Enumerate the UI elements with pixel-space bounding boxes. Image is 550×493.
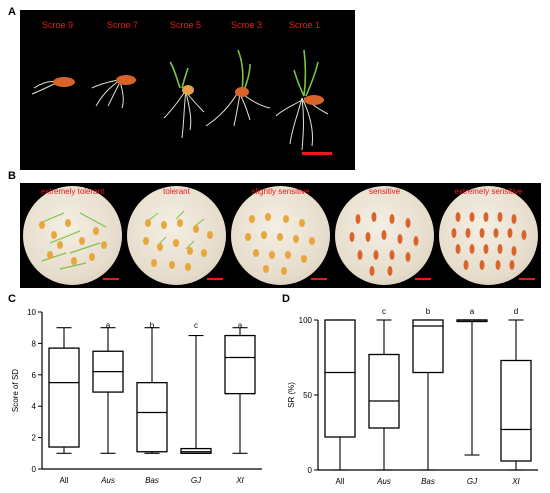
- y-tick-label: 8: [32, 339, 37, 348]
- box-iqr: [48, 347, 80, 448]
- scale-bar: [519, 278, 535, 280]
- scale-bar: [207, 278, 223, 280]
- score-label: Scroe 5: [170, 20, 202, 30]
- scale-bar: [311, 278, 327, 280]
- y-axis-title: SR (%): [287, 382, 296, 408]
- score-label: Scroe 7: [107, 20, 139, 30]
- petri-dish-extremely-sensitive: extremely sensitive: [436, 183, 541, 288]
- y-tick-label: 10: [27, 308, 36, 317]
- category-label: Aus: [376, 477, 391, 486]
- seedlings-illustration: [31, 49, 329, 151]
- panel-label-c: C: [8, 293, 16, 305]
- score-label: Scroe 1: [289, 20, 321, 30]
- box-iqr: [224, 334, 256, 395]
- petri-dish-slightly-sensitive: slightly sensitive: [228, 183, 333, 288]
- box-iqr: [180, 447, 212, 454]
- seeds-illustration: [349, 212, 419, 276]
- box-iqr: [500, 359, 532, 462]
- score-label: Scroe 3: [231, 20, 263, 30]
- boxplot-sr-chart: 0 50 100 SR (%) All Aus c Bas b GJ a XI d: [287, 307, 538, 486]
- category-label: All: [60, 476, 69, 485]
- category-label: Bas: [145, 476, 159, 485]
- category-label: Bas: [421, 477, 435, 486]
- significance-letter: c: [382, 307, 386, 316]
- dish-label: sensitive: [368, 187, 401, 196]
- boxplot-score-chart: 0 2 4 6 8 10 Score of SD All Aus a Bas b GJ c XI a: [11, 308, 262, 485]
- scale-bar: [302, 152, 332, 155]
- y-tick-label: 6: [32, 371, 37, 380]
- score-label: Scroe 9: [42, 20, 74, 30]
- dish-label: slightly sensitive: [251, 187, 310, 196]
- significance-letter: a: [470, 307, 475, 316]
- box-iqr: [136, 382, 168, 453]
- scale-bar: [415, 278, 431, 280]
- category-label: All: [336, 477, 345, 486]
- y-tick-label: 100: [299, 316, 313, 325]
- category-label: XI: [235, 476, 244, 485]
- category-label: GJ: [191, 476, 202, 485]
- petri-dish-extremely-tolerant: extremely tolerant: [20, 183, 125, 288]
- dish-label: tolerant: [163, 187, 190, 196]
- box-iqr: [412, 319, 444, 374]
- petri-dish-sensitive: sensitive: [332, 183, 437, 288]
- petri-plate: [23, 186, 122, 285]
- y-tick-label: 2: [32, 434, 37, 443]
- panel-label-a: A: [8, 6, 16, 18]
- scale-bar: [103, 278, 119, 280]
- y-axis-title: Score of SD: [11, 369, 20, 412]
- seedling-photo: Scroe 9 Scroe 7 Scroe 5 Scroe 3 Scroe 1: [20, 10, 355, 170]
- significance-letter: c: [194, 321, 198, 330]
- seeds-illustration: [143, 210, 213, 271]
- significance-letter: a: [106, 321, 111, 330]
- dish-label: extremely tolerant: [40, 187, 105, 196]
- dish-label: extremely sensitive: [454, 187, 523, 196]
- category-label: Aus: [100, 476, 115, 485]
- y-tick-label: 4: [32, 402, 37, 411]
- significance-letter: b: [150, 321, 155, 330]
- significance-letter: d: [514, 307, 518, 316]
- panel-label-b: B: [8, 170, 16, 182]
- box-iqr: [368, 353, 400, 429]
- category-label: GJ: [467, 477, 478, 486]
- panel-label-d: D: [282, 293, 290, 305]
- y-tick-label: 50: [303, 391, 312, 400]
- y-tick-label: 0: [308, 466, 313, 475]
- box-iqr: [324, 319, 356, 438]
- y-tick-label: 0: [32, 465, 37, 474]
- category-label: XI: [511, 477, 520, 486]
- seeds-illustration: [39, 212, 107, 270]
- significance-letter: b: [426, 307, 431, 316]
- seeds-illustration: [245, 213, 315, 275]
- petri-dish-tolerant: tolerant: [124, 183, 229, 288]
- seeds-illustration: [451, 212, 527, 270]
- significance-letter: a: [238, 321, 243, 330]
